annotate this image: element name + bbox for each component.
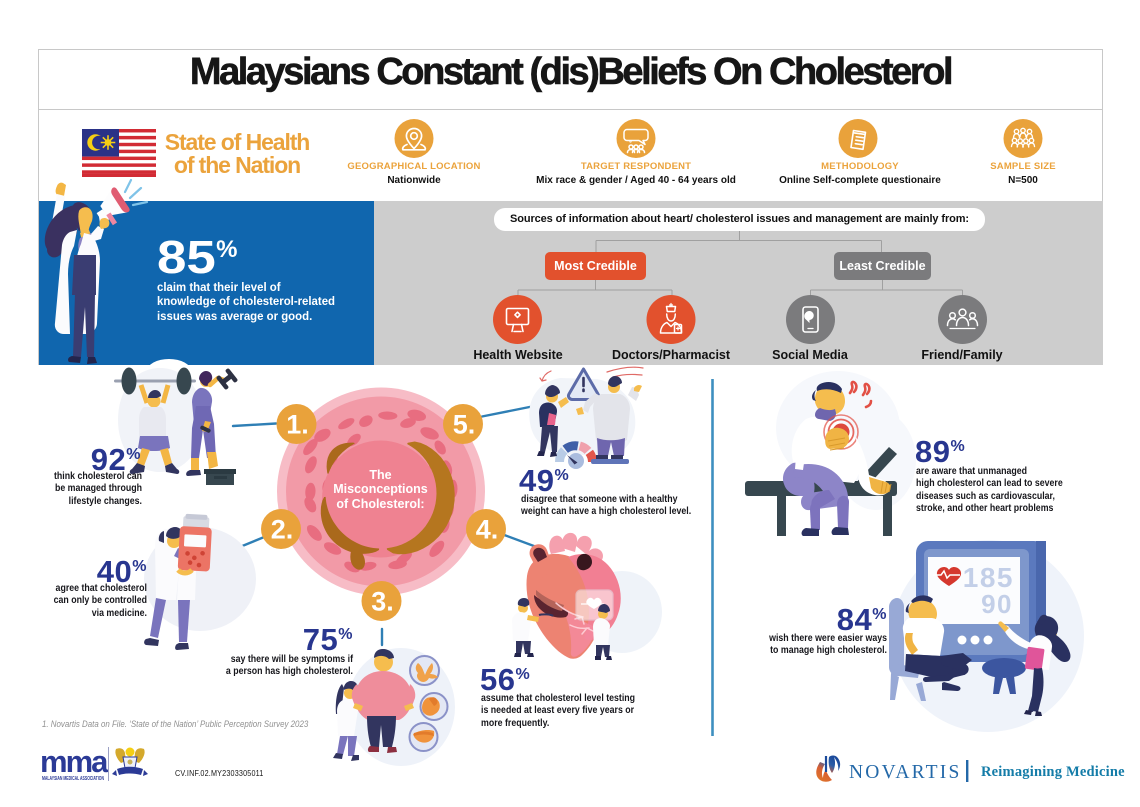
svg-text:2.: 2. [271, 515, 294, 545]
svg-text:MALAYSIAN MEDICAL ASSOCIATION: MALAYSIAN MEDICAL ASSOCIATION [42, 776, 104, 782]
svg-text:3.: 3. [371, 587, 394, 617]
svg-text:5.: 5. [453, 410, 476, 440]
svg-text:mma: mma [40, 744, 109, 779]
svg-text:90: 90 [981, 589, 1013, 619]
svg-text:185: 185 [963, 562, 1014, 593]
svg-text:Reimagining Medicine: Reimagining Medicine [981, 764, 1125, 780]
svg-text:NOVARTIS: NOVARTIS [849, 762, 962, 783]
svg-text:4.: 4. [476, 515, 499, 545]
svg-text:1.: 1. [286, 410, 309, 440]
